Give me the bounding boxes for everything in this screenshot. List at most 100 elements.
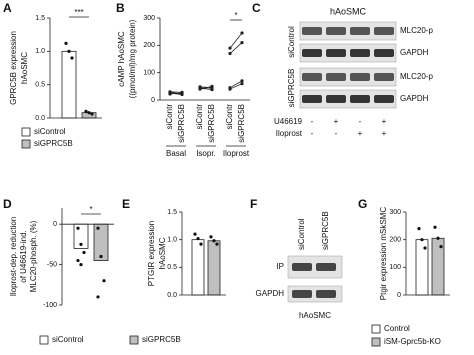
y-tick-label: 0: [397, 292, 401, 299]
bar: [207, 240, 221, 296]
significance: ***: [74, 8, 83, 17]
x-tick-label: siGPRC5B: [177, 104, 186, 143]
pair-line: [229, 83, 243, 90]
blot-band: [316, 263, 336, 271]
data-point: [96, 226, 100, 230]
blot-band: [292, 290, 312, 298]
treatment-sign: -: [311, 129, 314, 138]
data-point: [439, 244, 443, 249]
treatment-sign: +: [382, 117, 387, 126]
panel-letter: B: [116, 1, 125, 15]
data-point: [82, 250, 86, 255]
treatment-sign: -: [335, 129, 338, 138]
data-point: [70, 56, 74, 60]
blot-band: [350, 49, 370, 57]
blot-band: [316, 290, 336, 298]
x-tick-label: siContr: [165, 104, 174, 130]
panel-letter: F: [250, 197, 257, 211]
data-point: [240, 41, 244, 45]
data-point: [215, 242, 219, 246]
data-point: [84, 109, 88, 113]
blot-band: [374, 49, 394, 57]
blot-band: [302, 49, 322, 57]
data-point: [76, 226, 80, 230]
panel-letter: C: [252, 1, 261, 15]
data-point: [423, 246, 427, 250]
treatment-label: Iloprost: [276, 129, 303, 138]
data-point: [436, 236, 440, 240]
pair-line: [199, 87, 213, 91]
treatment-sign: -: [359, 117, 362, 126]
significance: *: [89, 205, 92, 214]
group-label: Iloprost: [223, 149, 250, 158]
row-label: MLC20-p: [400, 72, 433, 81]
y-axis-label: cAMP hAoSMC: [117, 31, 126, 87]
y-tick-label: 200: [143, 42, 155, 49]
data-point: [240, 31, 244, 35]
x-tick-label: siContr: [225, 104, 234, 130]
blot-background: [287, 255, 343, 279]
blot-band: [350, 73, 370, 81]
group-label: Isopr.: [196, 149, 216, 158]
y-tick-label: 0: [151, 97, 155, 104]
legend-label: siGPRC5B: [142, 335, 181, 344]
data-point: [212, 239, 216, 243]
treatment-sign: -: [311, 117, 314, 126]
y-tick-label: 300: [143, 15, 155, 22]
treatment-sign: +: [382, 129, 387, 138]
x-tick-label: siGPRC5B: [237, 104, 246, 143]
blot-band: [350, 27, 370, 35]
data-point: [228, 87, 232, 91]
blot-band: [302, 27, 322, 35]
group-label: siGPRC5B: [287, 69, 296, 108]
blot-band: [326, 49, 346, 57]
y-tick-label: -50: [47, 261, 57, 268]
y-tick-label: -100: [43, 302, 57, 309]
legend-swatch: [371, 337, 381, 347]
pair-line: [169, 91, 183, 93]
legend-label: siControl: [52, 335, 84, 344]
blot-background: [299, 43, 397, 63]
legend-label: siControl: [34, 127, 66, 136]
data-point: [99, 254, 103, 259]
y-tick-label: 1.5: [35, 15, 45, 22]
bar: [191, 239, 205, 296]
legend-swatch: [371, 324, 381, 334]
y-tick-label: 0: [53, 221, 57, 228]
pair-line: [199, 85, 213, 90]
treatment-sign: +: [358, 129, 363, 138]
data-point: [76, 258, 80, 263]
data-point: [79, 262, 83, 267]
significance: *: [234, 11, 237, 20]
panel-letter: A: [3, 1, 12, 15]
data-point: [67, 49, 71, 53]
pair-line: [229, 32, 243, 49]
y-axis-label: MLC20-phosph. (%): [29, 220, 38, 292]
blot-band: [350, 95, 370, 103]
lane-label: siControl: [297, 218, 306, 250]
data-point: [196, 236, 200, 241]
data-point: [210, 88, 214, 92]
data-point: [87, 111, 91, 115]
data-point: [193, 232, 197, 236]
lane-label: siGPRC5B: [321, 211, 330, 250]
y-tick-label: 0.0: [35, 115, 45, 122]
y-axis-label: Ptgir expression mSkSMC: [379, 207, 388, 301]
blot-background: [299, 21, 397, 41]
legend-label: Control: [384, 324, 410, 333]
data-point: [240, 79, 244, 83]
y-tick-label: 1.0: [167, 237, 177, 244]
data-point: [210, 84, 214, 88]
y-tick-label: 300: [389, 209, 401, 216]
y-tick-label: 200: [389, 237, 401, 244]
data-point: [90, 112, 94, 116]
legend-swatch: [21, 127, 31, 137]
blot-band: [374, 27, 394, 35]
y-tick-label: 0.5: [35, 82, 45, 89]
blot-band: [292, 263, 312, 271]
group-label: siControl: [287, 26, 296, 58]
panel-letter: G: [358, 197, 367, 211]
data-point: [228, 51, 232, 56]
data-point: [180, 92, 184, 96]
